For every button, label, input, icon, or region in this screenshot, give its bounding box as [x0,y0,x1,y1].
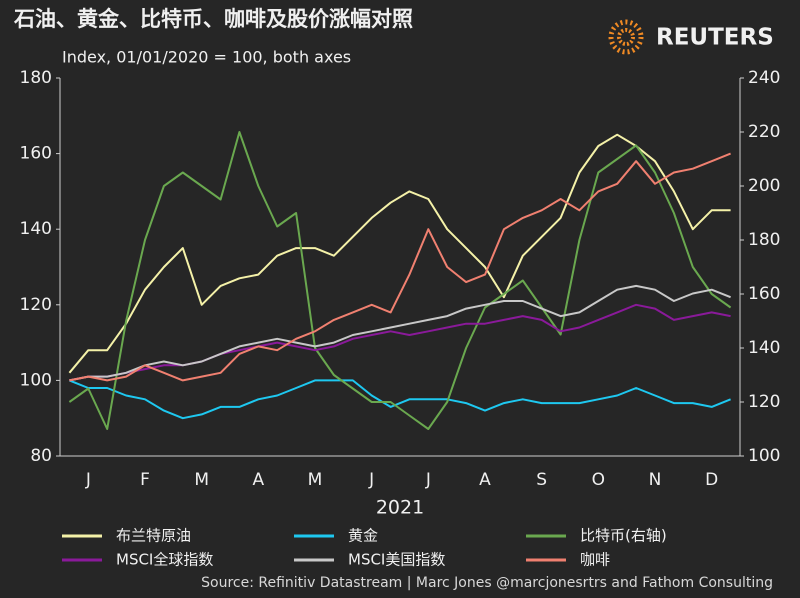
x-tick-label: J [368,470,374,490]
series-line [69,284,731,382]
x-tick-label: M [194,470,209,490]
y2-tick-label: 120 [748,392,780,412]
legend-label: 布兰特原油 [116,527,191,545]
x-tick-label: A [253,470,265,490]
x-tick-label: S [536,470,547,490]
legend-label: 黄金 [348,527,378,545]
legend-label: 咖啡 [580,551,610,569]
series-line [69,152,731,382]
y2-tick-label: 220 [748,122,780,142]
y-tick-label: 180 [20,68,52,88]
source: Source: Refinitiv Datastream | Marc Jone… [201,575,773,591]
brand-logo [608,19,644,55]
y2-tick-label: 160 [748,284,780,304]
y2-tick-label: 240 [748,68,780,88]
chart-subtitle: Index, 01/01/2020 = 100, both axes [62,48,351,67]
legend-label: MSCI美国指数 [348,551,445,569]
y-tick-label: 140 [20,219,52,239]
y-tick-label: 100 [20,370,52,390]
x-tick-label: N [649,470,662,490]
y-tick-label: 160 [20,144,52,164]
x-tick-label: J [425,470,431,490]
y-tick-label: 120 [20,295,52,315]
series-line [69,379,731,420]
brand: REUTERS [656,25,774,51]
x-tick-label: M [308,470,323,490]
legend-label: 比特币(右轴) [580,527,667,545]
x-tick-label: F [140,470,150,490]
y2-tick-label: 200 [748,176,780,196]
x-tick-label: O [592,470,605,490]
x-axis-label: 2021 [376,497,424,519]
legend-label: MSCI全球指数 [116,551,213,569]
x-tick-label: A [479,470,491,490]
y2-tick-label: 140 [748,338,780,358]
y2-tick-label: 100 [748,446,780,466]
x-tick-label: D [705,470,718,490]
chart-title: 石油、黄金、比特币、咖啡及股价涨幅对照 [13,7,413,31]
x-tick-label: J [85,470,91,490]
series-line [68,133,731,374]
series-line [68,131,732,430]
series-line [69,303,731,382]
y2-tick-label: 180 [748,230,780,250]
y-tick-label: 80 [30,446,52,466]
